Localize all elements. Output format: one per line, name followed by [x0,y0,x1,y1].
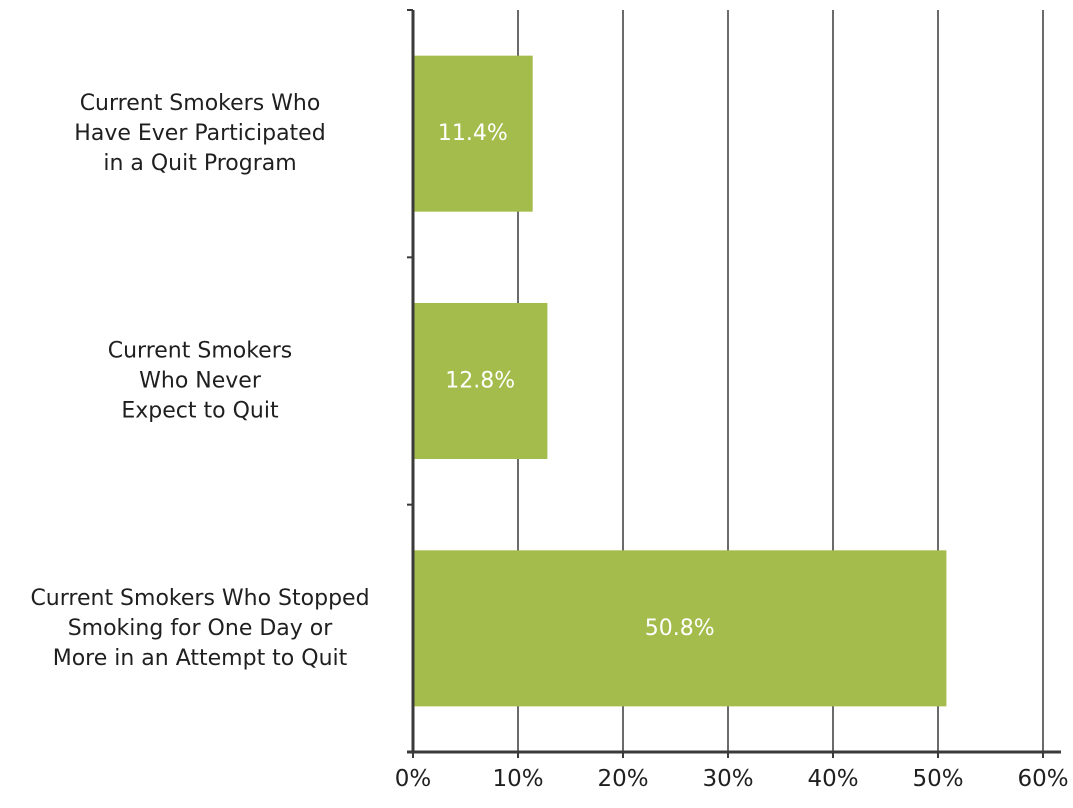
bar-2 [413,303,548,459]
category-label-2: Current Smokers Who Never Expect to Quit [108,339,292,424]
category-label-line: Current Smokers Who [80,91,321,116]
category-label-1: Current Smokers Who Have Ever Participate… [74,91,325,176]
x-tick-label-20: 20% [597,766,648,792]
category-label-line: Have Ever Participated [74,121,325,146]
x-tick-label-40: 40% [807,766,858,792]
category-label-line: Who Never [139,369,262,394]
bars [413,55,947,707]
x-tick-label-60: 60% [1017,766,1068,792]
bar-1 [413,55,533,212]
labels: 11.4% Current Smokers Who Have Ever Partic… [30,91,1068,792]
category-label-line: Smoking for One Day or [68,616,334,641]
bar-3 [413,550,947,707]
data-label-1: 11.4% [438,121,508,146]
category-label-line: Current Smokers [108,339,292,364]
category-label-line: in a Quit Program [103,151,296,176]
x-tick-label-10: 10% [492,766,543,792]
data-label-2: 12.8% [445,369,515,394]
x-tick-label-0: 0% [395,766,432,792]
x-tick-label-50: 50% [912,766,963,792]
category-label-line: More in an Attempt to Quit [53,646,348,671]
category-label-line: Expect to Quit [121,399,279,424]
x-tick-label-30: 30% [702,766,753,792]
category-label-3: Current Smokers Who Stopped Smoking for O… [30,586,369,671]
data-label-3: 50.8% [645,616,715,641]
axes [407,9,1061,758]
category-label-line: Current Smokers Who Stopped [30,586,369,611]
